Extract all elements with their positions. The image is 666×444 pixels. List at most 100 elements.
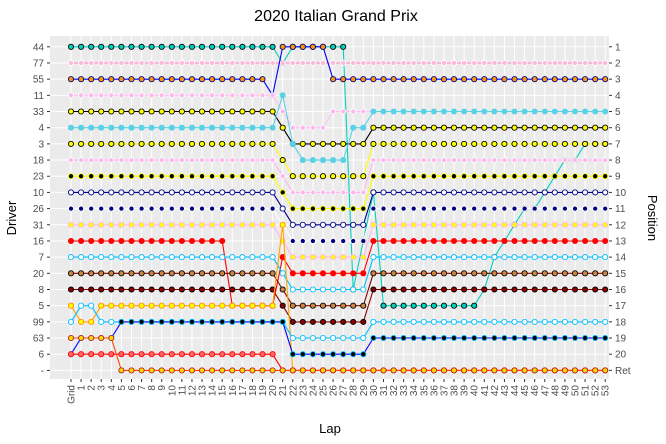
data-point: [78, 140, 85, 147]
data-point: [158, 318, 165, 325]
data-point: [461, 237, 468, 245]
data-point: [67, 43, 75, 50]
data-point: [511, 157, 518, 164]
data-point: [390, 108, 397, 115]
data-point: [67, 108, 75, 115]
series-layer: [67, 43, 609, 374]
data-point: [420, 140, 427, 147]
data-point: [178, 76, 185, 83]
data-point: [380, 318, 387, 325]
data-point: [541, 76, 548, 83]
y-left-tick-label: 55: [33, 75, 45, 86]
x-tick-label: 26: [329, 385, 340, 397]
data-point: [88, 286, 95, 293]
data-point: [299, 124, 306, 131]
x-tick-label: 14: [208, 385, 219, 397]
data-point: [289, 43, 296, 50]
data-point: [118, 318, 125, 325]
data-point: [582, 173, 589, 180]
data-point: [561, 189, 568, 196]
data-point: [481, 221, 488, 228]
x-tick-label: 33: [399, 385, 410, 397]
data-point: [98, 205, 105, 212]
data-point: [78, 286, 85, 293]
data-point: [491, 334, 498, 342]
data-point: [67, 221, 75, 228]
data-point: [491, 367, 498, 374]
data-point: [450, 286, 458, 293]
data-point: [108, 237, 115, 245]
data-point: [582, 124, 589, 131]
data-point: [592, 124, 599, 131]
data-point: [229, 286, 236, 293]
data-point: [350, 221, 357, 228]
driver-axis: 44 77 55 11 33 4 3 18 23 10 26 31 16 7 20 8 5 99 63 6 -: [33, 42, 50, 377]
data-point: [319, 205, 327, 212]
data-point: [249, 367, 256, 374]
data-point: [259, 76, 266, 83]
data-point: [541, 124, 548, 131]
data-point: [178, 140, 185, 147]
data-point: [340, 254, 347, 261]
data-point: [350, 189, 357, 196]
data-point: [461, 157, 468, 164]
data-point: [561, 59, 568, 67]
x-tick-label: 16: [228, 385, 239, 397]
data-point: [259, 140, 266, 147]
data-point: [138, 76, 145, 83]
data-point: [319, 173, 327, 180]
data-point: [188, 270, 196, 277]
data-point: [380, 124, 387, 131]
data-point: [582, 367, 589, 374]
data-point: [309, 59, 316, 67]
data-point: [259, 157, 266, 164]
data-point: [602, 237, 609, 245]
data-point: [249, 157, 256, 164]
data-point: [128, 221, 135, 228]
data-point: [551, 286, 558, 293]
data-point: [88, 270, 95, 277]
data-point: [561, 205, 568, 212]
data-point: [390, 254, 397, 261]
data-point: [420, 254, 427, 261]
data-point: [360, 124, 367, 131]
x-tick-label: 49: [560, 385, 571, 397]
x-tick-label: 12: [188, 385, 199, 397]
data-point: [420, 124, 427, 131]
data-point: [561, 286, 568, 293]
data-point: [209, 189, 216, 196]
data-point: [188, 173, 196, 180]
data-point: [521, 237, 528, 245]
data-point: [400, 108, 407, 115]
data-point: [88, 254, 95, 261]
data-point: [289, 254, 296, 261]
data-point: [390, 59, 397, 67]
data-point: [450, 237, 458, 245]
data-point: [340, 351, 347, 358]
data-point: [128, 76, 135, 83]
data-point: [521, 318, 528, 325]
data-point: [330, 351, 337, 358]
data-point: [420, 237, 427, 245]
y-left-tick-label: 18: [33, 156, 45, 167]
data-point: [390, 334, 397, 342]
data-point: [330, 270, 337, 277]
data-point: [309, 221, 316, 228]
data-point: [168, 189, 175, 196]
data-point: [188, 351, 196, 358]
data-point: [571, 237, 579, 245]
data-point: [420, 157, 427, 164]
data-point: [78, 189, 85, 196]
data-point: [360, 205, 367, 212]
data-point: [390, 76, 397, 83]
data-point: [400, 157, 407, 164]
data-point: [370, 205, 377, 212]
data-point: [188, 157, 196, 164]
y-left-tick-label: 44: [33, 42, 45, 53]
data-point: [178, 286, 185, 293]
data-point: [420, 221, 427, 228]
data-point: [229, 351, 236, 358]
data-point: [602, 157, 609, 164]
data-point: [67, 270, 75, 277]
data-point: [138, 270, 145, 277]
